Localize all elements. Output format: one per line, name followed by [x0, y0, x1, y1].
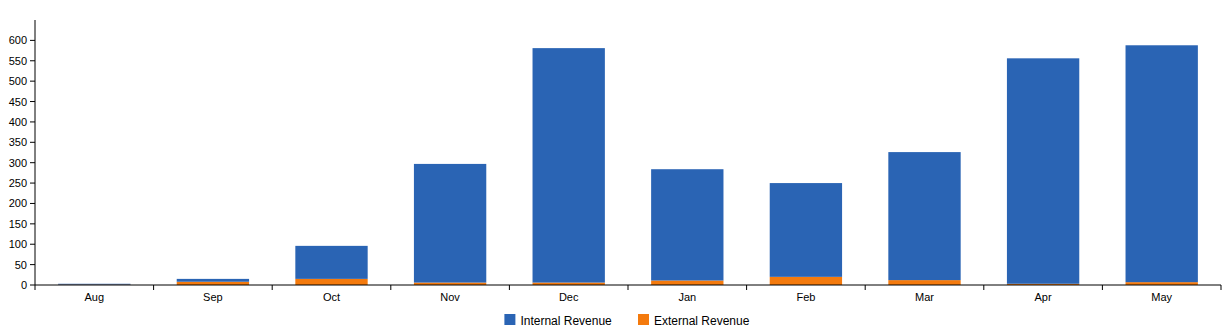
legend-label: External Revenue: [654, 314, 750, 328]
y-tick-label: 550: [9, 55, 27, 67]
legend-label: Internal Revenue: [520, 314, 612, 328]
y-tick-label: 400: [9, 116, 27, 128]
chart-container: 0 50 100 150 200 250 300 350 400 450 500 550 600 Aug S…: [0, 0, 1223, 335]
x-separator: [35, 285, 36, 290]
bar: [177, 279, 249, 282]
x-separator: [746, 285, 747, 290]
y-tick: [30, 101, 35, 102]
bar: [533, 48, 605, 282]
x-tick-label: Jan: [678, 291, 696, 303]
legend: Internal Revenue External Revenue: [504, 314, 749, 328]
y-tick: [30, 285, 35, 286]
y-tick-label: 100: [9, 238, 27, 250]
y-tick: [30, 183, 35, 184]
y-tick-label: 0: [21, 279, 27, 291]
x-separator: [1221, 285, 1222, 290]
y-tick: [30, 40, 35, 41]
x-tick-label: Sep: [203, 291, 223, 303]
x-tick-label: Nov: [440, 291, 460, 303]
y-tick-label: 200: [9, 197, 27, 209]
x-separator: [865, 285, 866, 290]
legend-swatch: [504, 314, 515, 325]
bars: [58, 45, 1198, 285]
x-separator: [983, 285, 984, 290]
x-tick-label: May: [1151, 291, 1172, 303]
x-separator: [628, 285, 629, 290]
y-tick-label: 250: [9, 177, 27, 189]
x-tick-label: Dec: [559, 291, 579, 303]
x-tick-label: Apr: [1035, 291, 1052, 303]
bar: [770, 277, 842, 285]
y-axis: [35, 20, 36, 285]
y-tick-label: 500: [9, 75, 27, 87]
y-tick: [30, 121, 35, 122]
x-separator: [272, 285, 273, 290]
bar: [651, 281, 723, 285]
legend-swatch: [638, 314, 649, 325]
bar: [295, 279, 367, 285]
bar: [1007, 58, 1079, 283]
y-tick: [30, 142, 35, 143]
y-tick-label: 50: [15, 259, 27, 271]
y-tick: [30, 60, 35, 61]
y-tick-label: 600: [9, 34, 27, 46]
y-tick: [30, 264, 35, 265]
y-tick: [30, 162, 35, 163]
x-tick-label: Feb: [796, 291, 815, 303]
bar: [1126, 45, 1198, 282]
x-separator: [1102, 285, 1103, 290]
bar: [888, 280, 960, 285]
y-tick: [30, 244, 35, 245]
y-tick-label: 300: [9, 157, 27, 169]
x-separator: [390, 285, 391, 290]
x-separator: [153, 285, 154, 290]
bar: [888, 152, 960, 280]
x-tick-label: Mar: [915, 291, 934, 303]
y-tick: [30, 203, 35, 204]
y-tick-label: 150: [9, 218, 27, 230]
y-tick-label: 450: [9, 96, 27, 108]
y-tick-label: 350: [9, 136, 27, 148]
bar: [770, 183, 842, 277]
chart: 0 50 100 150 200 250 300 350 400 450 500 550 600 Aug S…: [0, 0, 1223, 335]
x-tick-label: Aug: [85, 291, 105, 303]
bar: [295, 246, 367, 279]
y-tick: [30, 223, 35, 224]
x-tick-label: Oct: [323, 291, 340, 303]
y-tick: [30, 81, 35, 82]
x-separator: [509, 285, 510, 290]
bar: [651, 169, 723, 280]
bar: [414, 164, 486, 283]
